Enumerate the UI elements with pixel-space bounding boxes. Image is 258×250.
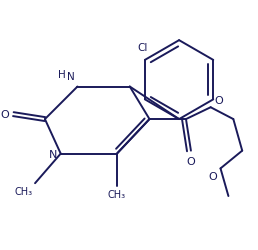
Text: CH₃: CH₃ (15, 186, 33, 196)
Text: CH₃: CH₃ (108, 189, 126, 199)
Text: N: N (67, 71, 75, 81)
Text: Cl: Cl (138, 43, 148, 53)
Text: H: H (58, 69, 66, 79)
Text: O: O (215, 96, 223, 106)
Text: O: O (209, 172, 217, 182)
Text: O: O (1, 110, 9, 120)
Text: N: N (49, 149, 58, 159)
Text: O: O (187, 156, 195, 166)
